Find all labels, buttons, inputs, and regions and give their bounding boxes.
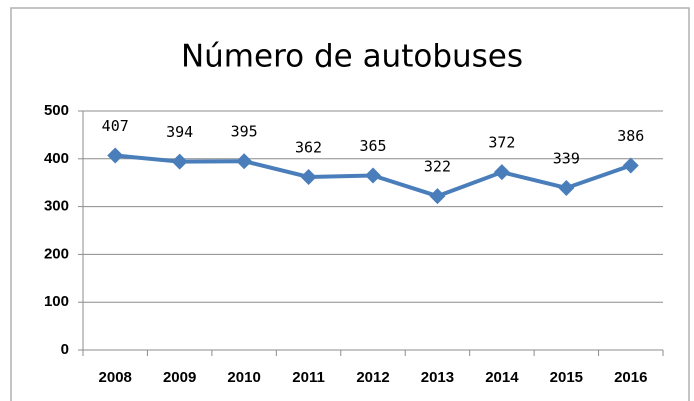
x-tick-label: 2012	[356, 369, 389, 386]
y-tick-label: 400	[44, 150, 69, 167]
data-label: 365	[359, 137, 386, 155]
x-tick-label: 2008	[99, 369, 132, 386]
y-tick-label: 300	[44, 198, 69, 215]
chart-border	[10, 7, 690, 401]
marker	[558, 179, 575, 196]
marker	[493, 164, 510, 181]
x-tick-label: 2013	[421, 369, 454, 386]
marker	[236, 153, 253, 170]
data-label: 395	[231, 123, 258, 141]
data-label: 372	[488, 134, 515, 152]
data-label: 407	[102, 117, 129, 135]
data-label: 386	[617, 127, 644, 145]
x-tick-label: 2014	[485, 369, 519, 386]
x-tick-label: 2016	[614, 369, 647, 386]
x-tick-label: 2015	[550, 369, 583, 386]
x-tick-label: 2009	[163, 369, 196, 386]
marker	[365, 167, 381, 184]
y-tick-label: 100	[44, 293, 69, 310]
y-tick-label: 0	[61, 341, 69, 358]
marker	[171, 153, 188, 170]
y-tick-label: 500	[44, 102, 69, 119]
marker	[107, 147, 124, 164]
data-label: 394	[166, 123, 193, 141]
x-tick-label: 2011	[292, 369, 325, 386]
x-tick-label: 2010	[227, 369, 260, 386]
marker	[300, 168, 317, 185]
marker	[429, 188, 446, 205]
data-label: 362	[295, 138, 322, 156]
data-label: 339	[553, 149, 580, 167]
y-tick-label: 200	[44, 245, 69, 262]
data-label: 322	[424, 158, 451, 176]
marker	[622, 157, 639, 174]
chart-title: Número de autobuses	[181, 39, 523, 75]
